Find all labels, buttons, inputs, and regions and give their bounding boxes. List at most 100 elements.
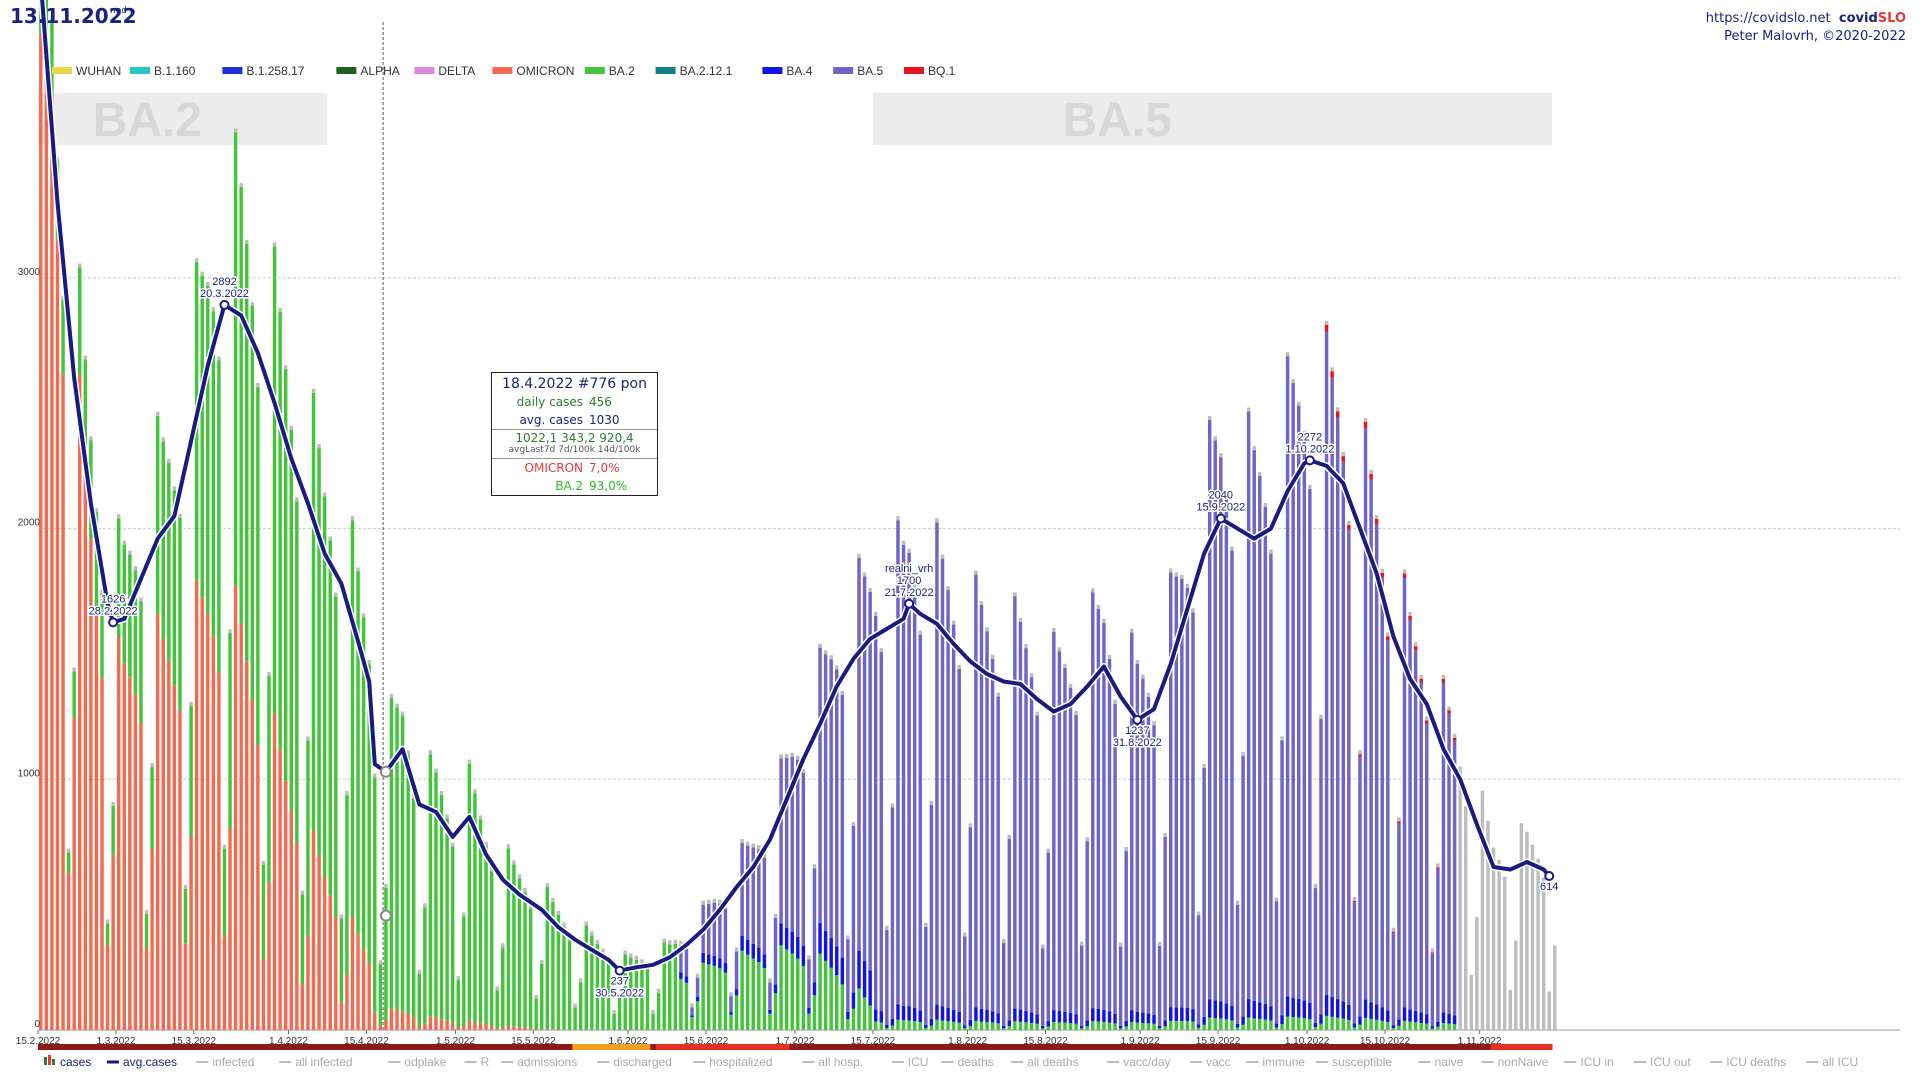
- case-bar-ba2: [823, 960, 828, 1030]
- legend-swatch[interactable]: [414, 67, 435, 74]
- bottom-legend-item[interactable]: nonNaive: [1498, 1055, 1549, 1069]
- case-bar-ba2: [1124, 1026, 1128, 1030]
- variant-legend[interactable]: WUHAN B.1.160 B.1.258.17 ALPHA DELTA OMICRON B…: [52, 64, 956, 78]
- case-bar-ba4: [1413, 1010, 1418, 1023]
- legend-label[interactable]: WUHAN: [76, 64, 121, 78]
- case-bar-ba2: [211, 311, 216, 637]
- wave-strip-segment: [1251, 1044, 1258, 1050]
- bottom-legend-item[interactable]: naive: [1435, 1055, 1464, 1069]
- case-bar-cap: [211, 307, 216, 312]
- legend-swatch[interactable]: [222, 67, 243, 74]
- case-bar-ba2: [1441, 1022, 1446, 1030]
- wave-strip-segment: [1051, 1044, 1058, 1050]
- case-bar-ba2: [356, 571, 360, 935]
- case-bar-ba2: [567, 940, 572, 1030]
- case-bar-ba4: [1213, 1000, 1217, 1019]
- bottom-legend-item[interactable]: infected: [212, 1055, 254, 1069]
- legend-swatch[interactable]: [904, 67, 924, 74]
- bottom-legend-item[interactable]: vacc: [1206, 1055, 1231, 1069]
- legend-swatch[interactable]: [833, 67, 854, 74]
- case-bar-ba2: [1430, 1028, 1435, 1030]
- bottom-legend-item[interactable]: all ICU: [1822, 1055, 1858, 1069]
- case-bar-ba2: [862, 997, 867, 1030]
- case-bar-ba2: [144, 913, 149, 949]
- bottom-legend-item[interactable]: all deaths: [1027, 1055, 1078, 1069]
- wave-strip-segment: [132, 1044, 139, 1050]
- case-bar-ba2: [83, 359, 88, 463]
- case-bar-omicron: [345, 974, 349, 1030]
- bottom-legend-item[interactable]: discharged: [613, 1055, 672, 1069]
- wave-strip-segment: [538, 1044, 546, 1050]
- wave-strip-segment: [1479, 1044, 1486, 1050]
- case-bar-omicron: [467, 1020, 472, 1030]
- case-bar-omicron: [439, 1019, 444, 1030]
- brand-covid: covid: [1838, 11, 1878, 26]
- legend-swatch[interactable]: [130, 67, 150, 74]
- bottom-legend-item[interactable]: immune: [1262, 1055, 1305, 1069]
- legend-label[interactable]: BQ.1: [928, 64, 956, 78]
- case-bar-cap: [907, 548, 911, 553]
- case-bar-cap: [1324, 320, 1329, 325]
- legend-label[interactable]: B.1.258.17: [246, 64, 304, 78]
- case-bar-cap: [1408, 611, 1412, 616]
- legend-label[interactable]: OMICRON: [516, 64, 574, 78]
- wave-strip-segment: [227, 1044, 234, 1050]
- legend-swatch[interactable]: [584, 67, 605, 74]
- wave-strip-segment: [995, 1044, 1002, 1050]
- bottom-legend-item[interactable]: ICU out: [1650, 1055, 1691, 1069]
- bottom-legend-item[interactable]: vacc/day: [1123, 1055, 1170, 1069]
- x-tick-label: 1.5.2022: [436, 1036, 475, 1047]
- bottom-legend-item[interactable]: ICU deaths: [1726, 1055, 1786, 1069]
- bottom-legend-item[interactable]: admissions: [517, 1055, 577, 1069]
- legend-label[interactable]: ALPHA: [360, 64, 399, 78]
- case-bar-ba5: [835, 669, 839, 947]
- bottom-legend-item[interactable]: deaths: [958, 1055, 994, 1069]
- legend-swatch[interactable]: [336, 67, 357, 74]
- legend-label[interactable]: DELTA: [438, 64, 475, 78]
- case-bar-cap: [857, 553, 861, 558]
- case-bar-cap: [1024, 644, 1028, 649]
- case-bar-ba5: [1174, 576, 1179, 1008]
- case-bar-ba2: [189, 705, 193, 836]
- bottom-legend-item[interactable]: hospitalized: [709, 1055, 772, 1069]
- case-bar-ba5: [951, 624, 956, 1010]
- legend-swatch[interactable]: [52, 67, 72, 74]
- bottom-legend-item[interactable]: odplake: [404, 1055, 446, 1069]
- case-bar-ba4: [784, 927, 789, 950]
- wave-strip-segment: [377, 1044, 384, 1050]
- bottom-legend-item[interactable]: cases: [60, 1055, 91, 1069]
- case-bar-ba2: [1213, 1018, 1217, 1030]
- legend-label[interactable]: BA.4: [786, 64, 812, 78]
- y-tick-label: 3000: [18, 267, 41, 278]
- case-bar-ba4: [1235, 1023, 1240, 1028]
- case-bar-ba4: [829, 938, 833, 968]
- bottom-legend-item[interactable]: susceptible: [1332, 1055, 1392, 1069]
- case-bar-ba5: [846, 939, 850, 1012]
- bottom-legend-item[interactable]: ICU: [908, 1055, 929, 1069]
- legend-label[interactable]: BA.2.12.1: [680, 64, 733, 78]
- case-bar-ba2: [601, 952, 605, 1030]
- case-bar-ba5: [1063, 667, 1067, 1012]
- case-bar-omicron: [339, 1002, 344, 1030]
- bottom-legend-item[interactable]: all infected: [295, 1055, 352, 1069]
- legend-label[interactable]: BA.2: [609, 64, 635, 78]
- legend-swatch[interactable]: [492, 67, 513, 74]
- bottom-legend-item[interactable]: ICU in: [1580, 1055, 1613, 1069]
- legend-label[interactable]: BA.5: [857, 64, 883, 78]
- wave-strip-segment: [1084, 1044, 1091, 1050]
- legend-swatch[interactable]: [655, 67, 676, 74]
- metric-legend[interactable]: cases avg.cases infected all infected odplak…: [44, 1055, 1858, 1069]
- case-bar-ba4: [1018, 1009, 1023, 1022]
- case-bar-ba4: [723, 962, 728, 973]
- annotation-marker: [1304, 455, 1315, 466]
- credits-url[interactable]: https://covidslo.net: [1705, 11, 1831, 26]
- legend-label[interactable]: B.1.160: [154, 64, 196, 78]
- case-bar-ba2: [868, 1005, 872, 1030]
- legend-swatch[interactable]: [762, 67, 783, 74]
- case-bar-cap: [1291, 379, 1295, 384]
- case-bar-omicron: [445, 1020, 449, 1030]
- bottom-legend-item[interactable]: R: [481, 1055, 490, 1069]
- bottom-legend-item[interactable]: all hosp.: [818, 1055, 863, 1069]
- case-bar-ba5: [1219, 457, 1223, 1002]
- bottom-legend-item[interactable]: avg.cases: [123, 1055, 177, 1069]
